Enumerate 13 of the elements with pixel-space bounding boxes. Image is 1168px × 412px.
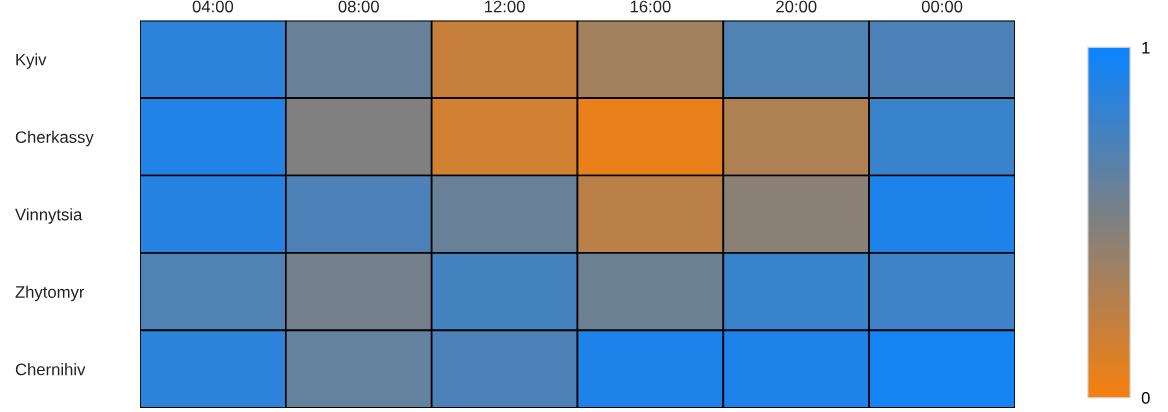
x-tick-label: 04:00 [192,0,234,13]
x-tick-label: 16:00 [630,0,671,13]
x-tick-label: 20:00 [776,0,817,13]
y-tick-label: Cherkassy [15,130,94,147]
x-tick-label: 12:00 [485,0,525,13]
y-tick-label: Chernihiv [15,363,86,376]
x-tick-label: 08:00 [338,0,379,13]
y-tick-label: Kyiv [16,53,47,69]
y-tick-label: Zhytomyr [15,285,85,302]
x-tick-label: 00:00 [921,0,963,13]
color-bar-label: 0 [1141,391,1150,404]
color-bar-label: 1 [1142,41,1150,54]
y-tick-label: Vinnytsia [15,208,83,224]
